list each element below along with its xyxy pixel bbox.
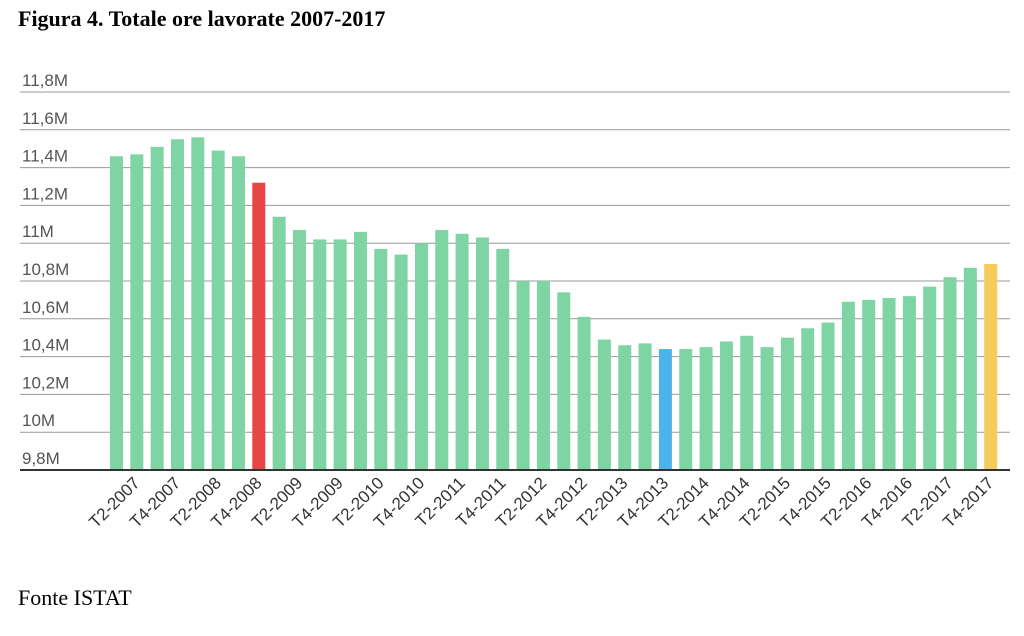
bar-T2-2010 — [374, 248, 388, 470]
bar-T1-2008 — [191, 137, 205, 471]
bar-T4-2013 — [658, 349, 672, 470]
bar-chart: 9,8M 10M 10,2M 10,4M 10,6M 10,8M 11M 11,2M 11,4M… — [20, 71, 1010, 532]
bar-T4-2016 — [902, 296, 916, 470]
bar-T3-2014 — [719, 341, 733, 470]
bar-T1-2017 — [923, 286, 937, 470]
figure-title: Figura 4. Totale ore lavorate 2007-2017 — [18, 6, 386, 31]
bar-T2-2009 — [292, 229, 306, 470]
bar-T2-2012 — [536, 281, 550, 470]
figure-source: Fonte ISTAT — [18, 585, 132, 610]
bar-T3-2009 — [313, 239, 327, 470]
bar-T1-2009 — [272, 216, 286, 470]
bar-T4-2017 — [984, 263, 998, 470]
bar-T2-2008 — [211, 150, 225, 470]
grid-lines — [20, 91, 1010, 433]
bar-T4-2015 — [821, 322, 835, 470]
bar-T2-2016 — [862, 299, 876, 470]
y-axis-tick-labels: 9,8M 10M 10,2M 10,4M 10,6M 10,8M 11M 11,2M 11,4M… — [22, 71, 69, 468]
bar-T1-2016 — [841, 301, 855, 470]
y-tick-label: 10,8M — [22, 260, 69, 279]
bar-T2-2015 — [780, 337, 794, 470]
bar-T4-2007 — [170, 139, 184, 470]
bar-T1-2014 — [679, 349, 693, 470]
x-axis-tick-labels: T2-2007T4-2007T2-2008T4-2008T2-2009T4-20… — [85, 473, 997, 531]
bar-T1-2010 — [353, 231, 367, 470]
y-tick-label: 11M — [22, 222, 54, 241]
bar-T1-2011 — [435, 229, 449, 470]
y-tick-label: 11,8M — [22, 71, 68, 90]
bar-T4-2011 — [496, 248, 510, 470]
bar-T1-2007 — [110, 156, 123, 470]
bar-T3-2013 — [638, 343, 652, 470]
bar-T1-2012 — [516, 281, 530, 470]
y-tick-label: 10M — [22, 411, 55, 430]
bar-T2-2013 — [618, 345, 632, 470]
bar-T1-2015 — [760, 347, 774, 470]
y-tick-label: 11,2M — [22, 184, 68, 203]
bar-T1-2013 — [597, 339, 611, 470]
bar-T3-2010 — [394, 254, 408, 470]
bar-T2-2014 — [699, 347, 713, 470]
bar-T3-2011 — [475, 237, 489, 470]
bar-T3-2017 — [963, 267, 977, 470]
bar-T4-2012 — [577, 316, 591, 470]
y-tick-label: 11,6M — [22, 109, 68, 128]
y-tick-label: 10,6M — [22, 298, 69, 317]
bar-T2-2007 — [130, 154, 144, 470]
bar-T3-2015 — [801, 328, 815, 470]
bar-T3-2012 — [557, 292, 571, 470]
bar-T3-2008 — [231, 156, 245, 470]
y-tick-label: 10,2M — [22, 373, 69, 392]
bars — [110, 137, 998, 471]
bar-T2-2011 — [455, 233, 469, 470]
bar-T4-2010 — [414, 243, 428, 470]
y-tick-label: 10,4M — [22, 336, 69, 355]
bar-T2-2017 — [943, 277, 957, 470]
bar-T3-2016 — [882, 298, 896, 470]
bar-T4-2009 — [333, 239, 347, 470]
bar-T3-2007 — [150, 146, 164, 470]
bar-T4-2008 — [252, 182, 266, 470]
bar-T4-2014 — [740, 335, 754, 470]
y-tick-label: 11,4M — [22, 147, 68, 166]
y-tick-label: 9,8M — [22, 449, 60, 468]
